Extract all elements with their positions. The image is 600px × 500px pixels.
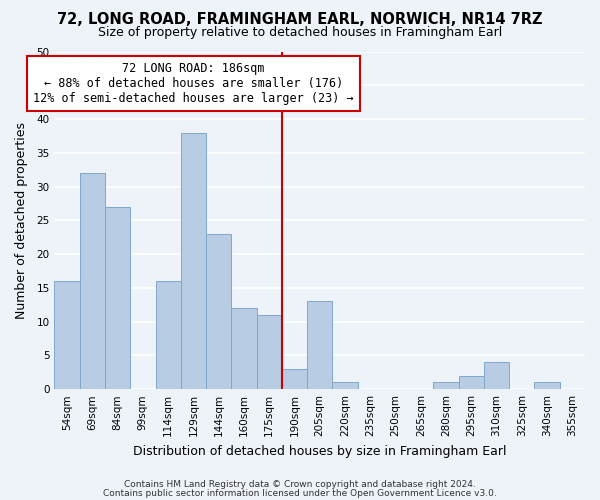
Bar (181, 132, 206, 389)
Text: Contains HM Land Registry data © Crown copyright and database right 2024.: Contains HM Land Registry data © Crown c… (124, 480, 476, 489)
Bar (206, 234, 231, 389)
Bar (433, 382, 458, 389)
Text: 72 LONG ROAD: 186sqm
← 88% of detached houses are smaller (176)
12% of semi-deta: 72 LONG ROAD: 186sqm ← 88% of detached h… (33, 62, 354, 104)
Bar (484, 362, 509, 389)
Bar (105, 207, 130, 389)
Bar (155, 281, 181, 389)
Bar (55, 281, 80, 389)
Text: 72, LONG ROAD, FRAMINGHAM EARL, NORWICH, NR14 7RZ: 72, LONG ROAD, FRAMINGHAM EARL, NORWICH,… (57, 12, 543, 28)
Bar (332, 382, 358, 389)
Y-axis label: Number of detached properties: Number of detached properties (15, 122, 28, 319)
Bar (535, 382, 560, 389)
Bar (231, 308, 257, 389)
Bar (257, 315, 282, 389)
Bar (307, 302, 332, 389)
X-axis label: Distribution of detached houses by size in Framingham Earl: Distribution of detached houses by size … (133, 444, 506, 458)
Bar (458, 376, 484, 389)
Bar (80, 173, 105, 389)
Bar (282, 369, 307, 389)
Text: Size of property relative to detached houses in Framingham Earl: Size of property relative to detached ho… (98, 26, 502, 39)
Text: Contains public sector information licensed under the Open Government Licence v3: Contains public sector information licen… (103, 488, 497, 498)
